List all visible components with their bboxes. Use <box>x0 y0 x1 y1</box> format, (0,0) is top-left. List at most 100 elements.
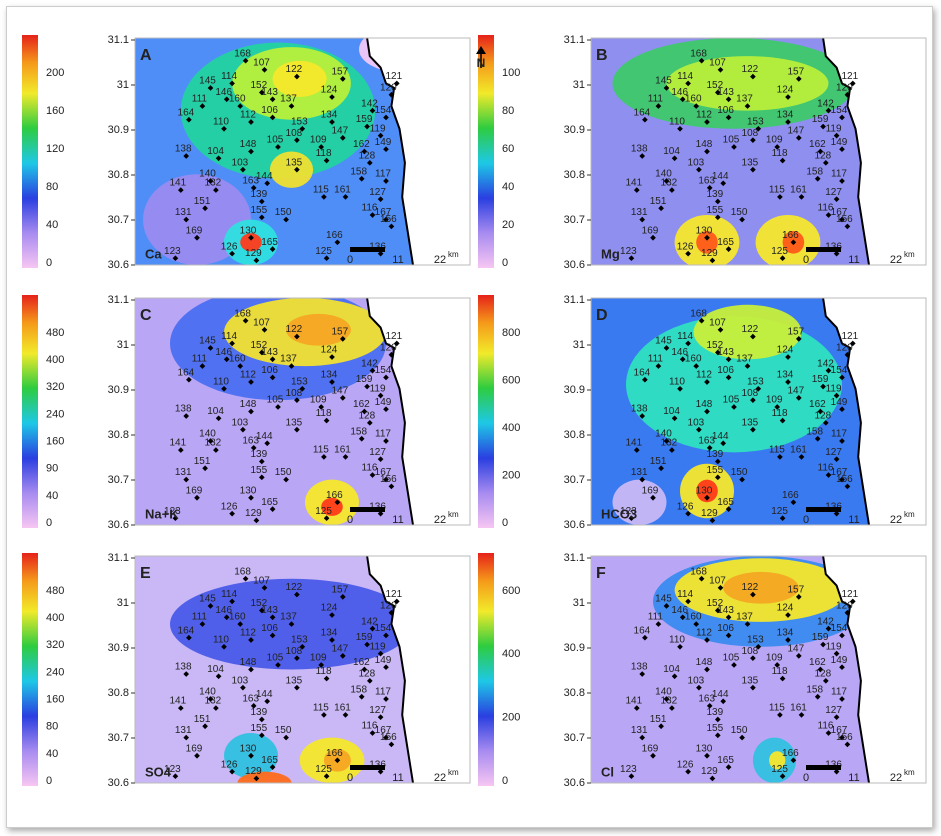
station-label: 139 <box>250 707 267 718</box>
contour-map <box>591 298 869 525</box>
station-marker <box>258 716 265 723</box>
station-label: 150 <box>731 725 748 736</box>
station-marker <box>704 379 710 385</box>
station-marker <box>655 103 662 109</box>
scale-unit: km <box>904 768 915 777</box>
station-label: 111 <box>192 94 208 105</box>
station-label: 146 <box>671 87 688 98</box>
station-marker <box>671 155 678 162</box>
station-marker <box>364 641 370 648</box>
station-label: 119 <box>370 641 386 652</box>
station-marker <box>334 239 341 246</box>
station-marker <box>849 80 856 87</box>
station-marker <box>714 716 721 723</box>
station-label: 122 <box>742 582 759 593</box>
station-label: 121 <box>841 589 858 600</box>
station-label: 161 <box>334 703 351 714</box>
colorbar-tick-label: 400 <box>46 612 64 624</box>
station-label: 109 <box>310 653 327 664</box>
station-label: 112 <box>240 110 256 121</box>
station-label: 124 <box>777 345 794 356</box>
station-marker <box>817 666 824 673</box>
station-label: 120 <box>380 82 397 93</box>
station-marker <box>177 447 184 453</box>
station-marker <box>229 250 235 257</box>
colorbar-tick-label: 100 <box>502 67 520 79</box>
station-label: 137 <box>736 612 753 623</box>
station-marker <box>213 447 219 453</box>
station-marker <box>795 336 802 342</box>
station-label: 136 <box>825 759 842 770</box>
station-label: 124 <box>321 85 338 96</box>
scale-unit: km <box>448 510 459 519</box>
station-label: 161 <box>790 185 807 196</box>
station-marker <box>334 499 341 506</box>
panel: 020040060080031.13130.930.830.730.616810… <box>478 294 927 531</box>
colorbar-tick-label: 240 <box>46 408 64 420</box>
station-label: 135 <box>286 417 303 428</box>
station-marker <box>663 603 670 609</box>
y-tick-label: 31 <box>117 79 129 91</box>
station-marker <box>663 438 670 444</box>
station-label: 137 <box>736 94 753 105</box>
station-label: 111 <box>192 612 208 623</box>
station-label: 148 <box>696 399 713 410</box>
station-marker <box>795 135 802 141</box>
station-marker <box>383 178 389 184</box>
station-marker <box>388 741 395 748</box>
station-label: 147 <box>787 126 804 137</box>
station-label: 155 <box>250 465 267 476</box>
station-label: 154 <box>831 365 848 376</box>
station-marker <box>696 166 702 173</box>
station-label: 132 <box>205 696 222 707</box>
colorbar-tick-label: 160 <box>46 105 64 117</box>
station-marker <box>186 634 192 641</box>
contour-zone <box>269 151 314 188</box>
y-tick-label: 30.6 <box>108 259 129 271</box>
scale-zero: 0 <box>347 254 353 266</box>
station-label: 134 <box>777 628 794 639</box>
station-label: 125 <box>315 506 332 517</box>
station-marker <box>186 376 192 383</box>
station-label: 132 <box>205 438 222 449</box>
scale-end: 22 <box>434 514 446 526</box>
station-marker <box>833 456 840 462</box>
panel: 0 20 40 60 80 100 31.1 31 30.9 30.8 30.7 30.6 168107… <box>478 34 927 271</box>
station-marker <box>329 94 335 100</box>
station-label: 145 <box>655 76 672 87</box>
scale-unit: km <box>448 250 459 259</box>
station-marker <box>172 773 179 780</box>
station-marker <box>677 125 683 132</box>
station-label: 160 <box>229 354 246 365</box>
colorbar-tick-label: 600 <box>502 585 520 597</box>
station-label: 107 <box>709 57 726 68</box>
station-label: 126 <box>221 759 238 770</box>
panel-letter: F <box>596 565 606 582</box>
y-tick-label: 30.9 <box>564 384 585 396</box>
station-label: 141 <box>169 696 186 707</box>
station-marker <box>704 119 710 125</box>
station-label: 105 <box>723 395 740 406</box>
station-label: 126 <box>221 241 238 252</box>
station-label: 123 <box>620 506 637 517</box>
scale-zero: 0 <box>803 514 809 526</box>
station-label: 134 <box>777 370 794 381</box>
station-label: 165 <box>261 237 278 248</box>
station-label: 166 <box>326 490 343 501</box>
station-label: 116 <box>818 721 834 732</box>
station-label: 146 <box>671 605 688 616</box>
station-marker <box>639 153 646 159</box>
colorbar-tick-label: 80 <box>46 181 58 193</box>
station-marker <box>329 119 335 125</box>
station-marker <box>825 107 832 114</box>
station-label: 128 <box>814 150 831 161</box>
station-label: 106 <box>717 365 734 376</box>
station-label: 169 <box>642 225 659 236</box>
station-label: 103 <box>688 675 705 686</box>
station-marker <box>215 673 222 680</box>
north-arrow-head <box>476 46 486 54</box>
station-label: 106 <box>261 105 278 116</box>
station-label: 132 <box>205 178 222 189</box>
station-label: 115 <box>313 185 329 196</box>
station-marker <box>248 666 254 673</box>
